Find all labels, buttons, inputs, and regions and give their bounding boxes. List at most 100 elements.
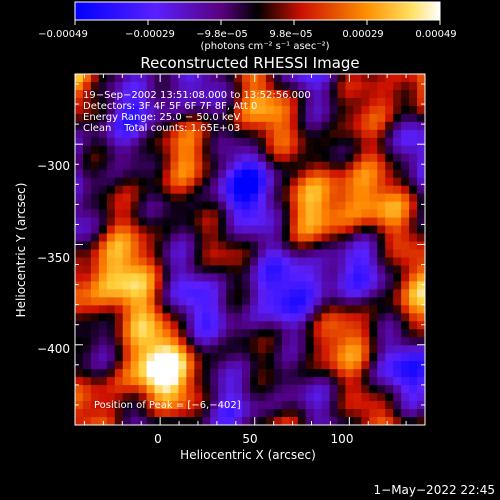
heatmap-cell bbox=[75, 137, 84, 147]
heatmap-cell bbox=[90, 233, 100, 243]
heatmap-cell bbox=[329, 161, 338, 171]
heatmap-cell bbox=[138, 185, 148, 195]
heatmap-cell bbox=[178, 377, 187, 386]
heatmap-cell bbox=[178, 193, 187, 203]
heatmap-cell bbox=[82, 97, 92, 107]
heatmap-cell bbox=[393, 265, 402, 274]
heatmap-cell bbox=[257, 377, 267, 386]
heatmap-cell bbox=[361, 89, 370, 99]
heatmap-cell bbox=[226, 209, 235, 219]
heatmap-cell bbox=[210, 129, 219, 139]
heatmap-cell bbox=[257, 105, 267, 115]
heatmap-cell bbox=[401, 137, 410, 147]
heatmap-cell bbox=[210, 305, 219, 314]
heatmap-cell bbox=[353, 385, 362, 394]
heatmap-cell bbox=[170, 377, 179, 386]
heatmap-cell bbox=[154, 249, 163, 258]
heatmap-cell bbox=[154, 305, 163, 314]
heatmap-cell bbox=[178, 265, 187, 274]
heatmap-cell bbox=[106, 345, 116, 354]
heatmap-cell bbox=[329, 185, 338, 195]
heatmap-cell bbox=[289, 361, 299, 370]
heatmap-cell bbox=[98, 361, 108, 370]
heatmap-cell bbox=[210, 313, 219, 322]
heatmap-cell bbox=[178, 401, 187, 410]
heatmap-cell bbox=[194, 209, 203, 219]
heatmap-cell bbox=[122, 201, 132, 211]
heatmap-cell bbox=[186, 113, 195, 123]
heatmap-cell bbox=[178, 241, 187, 250]
heatmap-cell bbox=[146, 185, 156, 195]
heatmap-cell bbox=[377, 361, 386, 370]
heatmap-cell bbox=[257, 345, 267, 354]
heatmap-cell bbox=[242, 313, 251, 322]
heatmap-cell bbox=[250, 233, 259, 243]
heatmap-cell bbox=[146, 369, 156, 378]
heatmap-cell bbox=[313, 297, 323, 306]
heatmap-cell bbox=[377, 417, 386, 426]
heatmap-cell bbox=[409, 385, 418, 394]
heatmap-cell bbox=[257, 201, 267, 211]
heatmap-cell bbox=[281, 313, 291, 322]
heatmap-cell bbox=[242, 145, 251, 155]
heatmap-cell bbox=[369, 313, 378, 322]
heatmap-cell bbox=[218, 361, 227, 370]
heatmap-cell bbox=[75, 377, 84, 386]
heatmap-cell bbox=[75, 265, 84, 274]
heatmap-cell bbox=[313, 313, 323, 322]
heatmap-cell bbox=[98, 393, 108, 402]
heatmap-cell bbox=[409, 345, 418, 354]
heatmap-cell bbox=[353, 361, 362, 370]
heatmap-cell bbox=[313, 169, 323, 179]
heatmap-cell bbox=[393, 369, 402, 378]
heatmap-cell bbox=[218, 417, 227, 426]
heatmap-cell bbox=[122, 105, 132, 115]
heatmap-cell bbox=[98, 337, 108, 346]
heatmap-cell bbox=[186, 89, 195, 99]
heatmap-cell bbox=[297, 113, 307, 123]
heatmap-cell bbox=[162, 385, 171, 394]
heatmap-cell bbox=[234, 329, 243, 338]
heatmap-cell bbox=[289, 105, 299, 115]
heatmap-cell bbox=[337, 337, 346, 346]
heatmap-cell bbox=[329, 193, 338, 203]
heatmap-cell bbox=[82, 209, 92, 219]
heatmap-cell bbox=[75, 305, 84, 314]
heatmap-cell bbox=[106, 313, 116, 322]
heatmap-cell bbox=[194, 409, 203, 418]
heatmap-cell bbox=[250, 89, 259, 99]
heatmap-cell bbox=[75, 393, 84, 402]
heatmap-cell bbox=[321, 281, 331, 290]
heatmap-cell bbox=[409, 369, 418, 378]
heatmap-cell bbox=[361, 393, 370, 402]
heatmap-cell bbox=[242, 97, 251, 107]
heatmap-cell bbox=[242, 385, 251, 394]
heatmap-cell bbox=[178, 361, 187, 370]
heatmap-cell bbox=[194, 89, 203, 99]
heatmap-cell bbox=[393, 281, 402, 290]
heatmap-cell bbox=[234, 185, 243, 195]
heatmap-cell bbox=[210, 225, 219, 235]
heatmap-cell bbox=[90, 409, 100, 418]
heatmap-cell bbox=[114, 201, 124, 211]
heatmap-cell bbox=[265, 121, 275, 131]
heatmap-cell bbox=[321, 225, 331, 235]
heatmap-cell bbox=[250, 377, 259, 386]
heatmap-cell bbox=[337, 305, 346, 314]
heatmap-cell bbox=[393, 313, 402, 322]
heatmap-cell bbox=[265, 409, 275, 418]
heatmap-cell bbox=[393, 81, 402, 91]
heatmap-cell bbox=[226, 409, 235, 418]
heatmap-cell bbox=[170, 201, 179, 211]
heatmap-cell bbox=[377, 209, 386, 219]
heatmap-cell bbox=[273, 233, 283, 243]
heatmap-cell bbox=[242, 201, 251, 211]
heatmap-cell bbox=[82, 417, 92, 426]
heatmap-cell bbox=[417, 369, 426, 378]
heatmap-cell bbox=[401, 89, 410, 99]
heatmap-cell bbox=[178, 297, 187, 306]
x-tick-label-100: 100 bbox=[331, 432, 354, 446]
heatmap-cell bbox=[353, 193, 362, 203]
heatmap-cell bbox=[257, 313, 267, 322]
heatmap-cell bbox=[90, 201, 100, 211]
